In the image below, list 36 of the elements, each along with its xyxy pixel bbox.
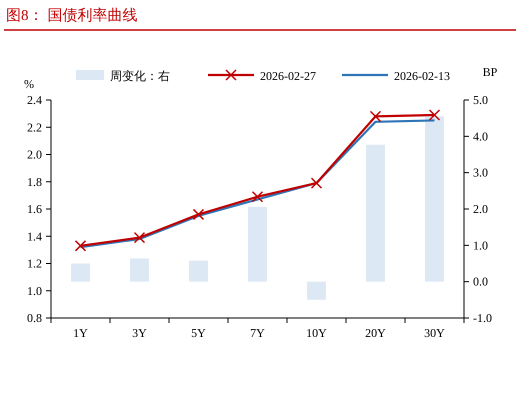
point	[74, 240, 86, 252]
y2-tick-label: 5.0	[473, 93, 488, 107]
y2-tick-label: 1.0	[473, 238, 488, 252]
y-tick-label: 2.0	[27, 148, 42, 162]
y-tick-label: 1.2	[27, 256, 42, 270]
title: 图8： 国债利率曲线	[6, 8, 138, 24]
x-tick-label: 30Y	[424, 326, 446, 340]
point	[252, 190, 264, 202]
x-tick-label: 3Y	[132, 326, 148, 340]
y-tick-label: 1.8	[27, 174, 42, 189]
legend-label: 2026-02-27	[260, 69, 316, 83]
legend-label: 周变化：右	[110, 69, 170, 83]
x-tick-label: 1Y	[73, 326, 88, 340]
point	[428, 109, 440, 121]
point	[310, 177, 322, 189]
y-tick-label: 2.2	[27, 120, 42, 134]
y-tick-label: 1.0	[27, 284, 42, 298]
x-tick-label: 20Y	[365, 326, 386, 340]
x-tick-label: 5Y	[191, 326, 206, 340]
point	[134, 232, 146, 244]
point	[192, 208, 204, 220]
x-tick-label: 7Y	[250, 326, 266, 340]
x-tick-label: 10Y	[306, 326, 328, 340]
y-tick-label: 1.6	[27, 202, 42, 216]
y2-tick-label: 4.0	[473, 129, 488, 144]
y-tick-label: 2.4	[27, 93, 42, 107]
y2-tick-label: 3.0	[473, 166, 488, 180]
y2-axis-title: BP	[482, 65, 498, 79]
y2-tick-label: 0.0	[473, 274, 488, 289]
y-tick-label: 1.4	[27, 229, 42, 244]
y2-tick-label: 2.0	[473, 202, 488, 216]
y2-tick-label: -1.0	[473, 311, 492, 325]
point	[370, 110, 382, 122]
legend-label: 2026-02-13	[394, 69, 450, 83]
y-axis-title: %	[24, 77, 34, 91]
y-tick-label: 0.8	[27, 311, 42, 325]
